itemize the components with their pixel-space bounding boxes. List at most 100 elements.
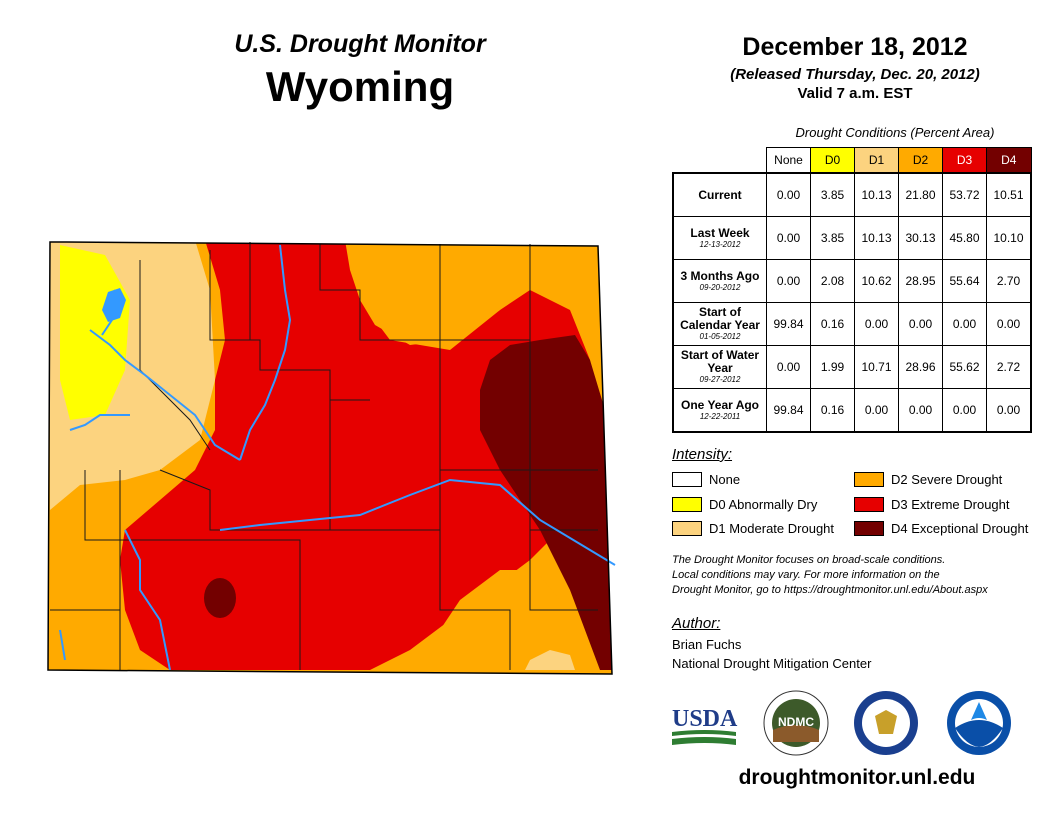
legend-item-d4: D4 Exceptional Drought [854,521,1028,536]
row-label: Start of Water Year 09-27-2012 [672,345,767,389]
noaa-logo-wave [955,720,1003,747]
disclaimer-line: Local conditions may vary. For more info… [672,569,940,581]
row-title: Start of Water Year [680,348,760,375]
legend-title: Intensity: [672,446,733,463]
d4-area-east [480,335,612,670]
table-row: One Year Ago 12-22-2011 99.84 0.16 0.00 0… [672,388,1032,433]
table-header-row: None D0 D1 D2 D3 D4 [673,147,1032,174]
d2-area-northeast [520,242,600,300]
county-line [159,400,331,531]
legend-item-d2: D2 Severe Drought [854,472,1002,487]
legend-item-d1: D1 Moderate Drought [672,521,834,536]
table-row: Current 0.00 3.85 10.13 21.80 53.72 10.5… [672,172,1032,217]
row-title: One Year Ago [680,397,760,412]
disclaimer: The Drought Monitor focuses on broad-sca… [672,553,1042,598]
county-lines [50,242,598,670]
river [239,244,292,461]
river [69,414,130,431]
column-header-none: None [766,147,811,174]
legend-label: D2 Severe Drought [891,472,1003,487]
legend-swatch-d1 [672,521,702,536]
legend-label: D3 Extreme Drought [891,497,1010,512]
table-cell: 3.85 [810,172,855,217]
table-cell: 10.51 [986,172,1032,217]
legend-item-d3: D3 Extreme Drought [854,497,1010,512]
legend-label: D1 Moderate Drought [709,521,835,536]
row-title: Current [698,187,742,202]
table-cell: 0.00 [854,302,899,346]
drought-areas [48,242,612,674]
table-cell: 0.00 [986,302,1032,346]
eagle-icon [875,710,897,734]
county-line [439,530,511,670]
table-cell: 1.99 [810,345,855,389]
usda-logo: USDA [672,706,738,745]
map-date: December 18, 2012 [742,33,968,61]
table-cell: 0.00 [942,302,987,346]
table-cell: 0.00 [898,302,943,346]
disclaimer-line: Drought Monitor, go to https://droughtmo… [672,584,988,596]
table-row: Start of Water Year 09-27-2012 0.00 1.99 … [672,345,1032,389]
row-title: 3 Months Ago [680,268,760,283]
table-cell: 99.84 [766,302,811,346]
row-label: 3 Months Ago 09-20-2012 [672,259,767,303]
county-line [319,244,440,341]
table-cell: 2.72 [986,345,1032,389]
table-cell: 0.00 [766,216,811,260]
d3-area-main [120,242,598,670]
table-cell: 10.62 [854,259,899,303]
row-label: Current [672,172,767,217]
county-line [529,530,598,611]
legend-item-none: None [672,472,740,487]
website-url: droughtmonitor.unl.edu [738,766,976,789]
state-title: Wyoming [265,63,455,110]
author-heading: Author: [672,615,721,632]
row-date: 12-13-2012 [699,239,741,249]
table-cell: 0.00 [766,259,811,303]
wyoming-drought-map [30,230,630,690]
bird-icon [971,702,987,720]
table-cell: 3.85 [810,216,855,260]
legend-label: D4 Exceptional Drought [891,521,1029,536]
table-cell: 0.00 [986,388,1032,433]
table-corner [673,147,767,174]
row-date: 09-20-2012 [699,282,741,292]
table-row: Last Week 12-13-2012 0.00 3.85 10.13 30.1… [672,216,1032,260]
d2-area-southeast [420,570,570,670]
county-line [439,244,531,341]
table-cell: 30.13 [898,216,943,260]
table-cell: 0.00 [766,345,811,389]
table-cell: 10.71 [854,345,899,389]
legend-label: D0 Abnormally Dry [709,497,818,512]
table-cell: 53.72 [942,172,987,217]
legend-swatch-d0 [672,497,702,512]
row-label: One Year Ago 12-22-2011 [672,388,767,433]
table-cell: 55.64 [942,259,987,303]
column-header-d0: D0 [810,147,855,174]
row-date: 09-27-2012 [699,375,741,384]
valid-time: Valid 7 a.m. EST [797,85,913,102]
d1-area-southeast [525,650,575,670]
usda-logo-swoosh [672,737,736,745]
legend-label: None [709,472,741,487]
conditions-table: None D0 D1 D2 D3 D4 Current 0.00 3.85 10… [672,147,1032,433]
ndmc-logo: NDMC [763,690,829,756]
table-cell: 2.70 [986,259,1032,303]
release-date: (Released Thursday, Dec. 20, 2012) [730,66,980,83]
row-date: 01-05-2012 [699,332,741,341]
row-label: Start of Calendar Year 01-05-2012 [672,302,767,346]
row-label: Last Week 12-13-2012 [672,216,767,260]
usda-logo-swoosh [672,730,736,736]
legend-swatch-d2 [854,472,884,487]
table-cell: 0.16 [810,388,855,433]
table-row: Start of Calendar Year 01-05-2012 99.84 0… [672,302,1032,346]
table-cell: 10.13 [854,172,899,217]
river [59,629,66,661]
table-cell: 0.00 [766,172,811,217]
d4-area-southwest [204,578,236,618]
ndmc-logo-ground [773,725,819,742]
county-line [84,470,120,541]
row-title: Start of Calendar Year [680,305,760,332]
legend-swatch-d3 [854,497,884,512]
river [219,478,616,566]
